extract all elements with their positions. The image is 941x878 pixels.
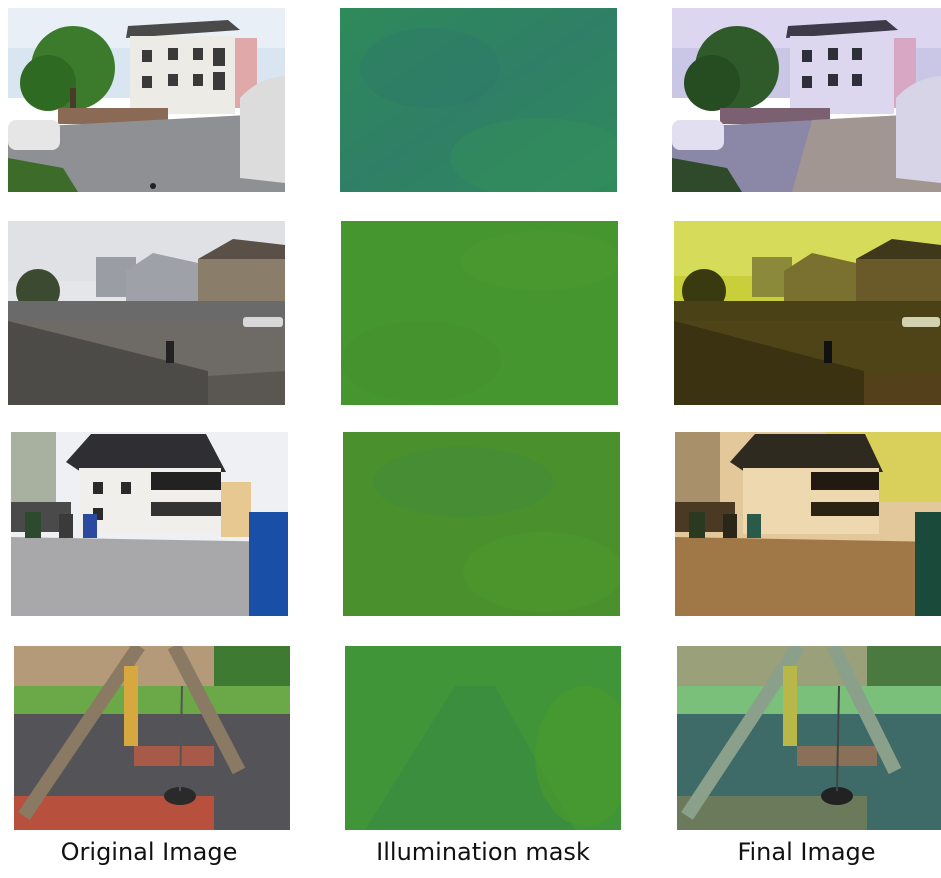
row4-final-image <box>677 646 941 830</box>
row4-illumination-mask <box>345 646 621 830</box>
caption-original-image: Original Image <box>60 838 238 866</box>
row1-final-image <box>672 8 941 192</box>
row1-illumination-mask <box>340 8 617 192</box>
row4-original-image <box>14 646 290 830</box>
caption-final-image: Final Image <box>737 838 876 866</box>
row3-original-image <box>11 432 288 616</box>
row2-illumination-mask <box>341 221 618 405</box>
row2-final-image <box>674 221 941 405</box>
row3-final-image <box>675 432 941 616</box>
row1-original-image <box>8 8 285 192</box>
row2-original-image <box>8 221 285 405</box>
row3-illumination-mask <box>343 432 620 616</box>
caption-illumination-mask: Illumination mask <box>376 838 590 866</box>
